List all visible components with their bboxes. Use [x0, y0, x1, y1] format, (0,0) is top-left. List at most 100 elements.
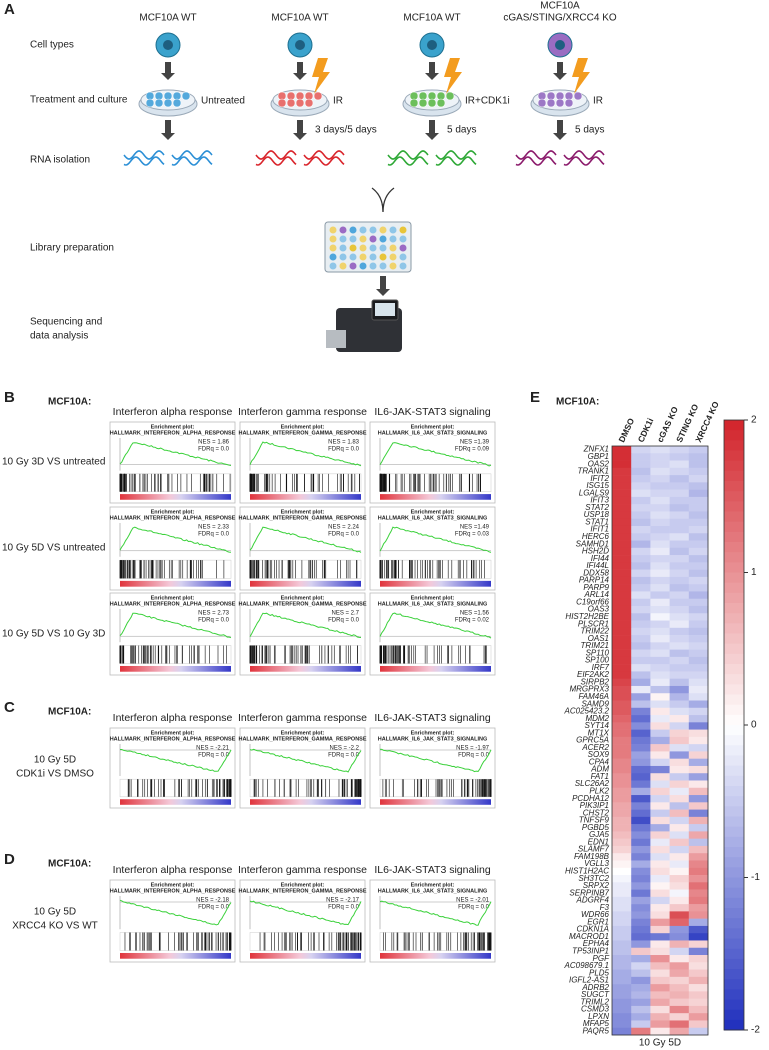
merge-lines	[371, 187, 395, 213]
heatmap-cell	[650, 969, 670, 978]
heatmap-cell	[612, 955, 632, 963]
well	[369, 235, 377, 243]
gene-label: ADRB2	[581, 983, 609, 992]
column-title: IL6-JAK-STAT3 signaling	[374, 864, 490, 876]
colorbar-step	[724, 470, 744, 482]
nes: NES = 1.83	[328, 440, 360, 446]
heatmap-cell	[631, 824, 651, 832]
heatmap-cell	[631, 664, 651, 672]
plot-title: Enrichment plot:	[281, 424, 325, 430]
fdr: FDRq = 0.0	[328, 905, 360, 911]
heatmap-cell	[631, 838, 651, 847]
panel-letter: D	[4, 851, 15, 868]
dish-cell	[163, 98, 173, 108]
nucleus	[427, 40, 437, 50]
heatmap-cell	[669, 962, 690, 970]
lightning	[312, 58, 330, 94]
plot-frame	[239, 421, 366, 504]
colorbar-step	[724, 643, 744, 655]
heatmap-cell	[631, 511, 651, 520]
gene-label: HIST1H2AC	[565, 866, 609, 875]
heatmap-cell	[650, 780, 670, 789]
colorbar-step	[724, 704, 744, 716]
enrichment-curve	[249, 748, 362, 773]
heatmap-cell	[688, 504, 709, 512]
heatmap-cell	[631, 555, 651, 563]
gene-label: SLAMF7	[578, 845, 610, 854]
gene-label: ACER2	[581, 743, 609, 752]
gene-label: PAQR5	[582, 1026, 609, 1035]
well	[339, 235, 347, 243]
gene-label: PLK2	[589, 787, 609, 796]
gene-label: CHST2	[583, 808, 610, 817]
heatmap-cell	[612, 976, 632, 985]
heatmap-cell	[631, 613, 651, 621]
heatmap-cell	[631, 744, 651, 752]
colorbar-step	[724, 572, 744, 584]
well	[399, 253, 407, 261]
well	[379, 226, 387, 234]
heatmap-cell	[669, 882, 690, 890]
heatmap-cell	[612, 482, 632, 490]
heatmap-cell	[631, 482, 651, 490]
colorbar-step	[724, 633, 744, 645]
row-label: 10 Gy 5D	[34, 907, 76, 918]
colorbar-step	[724, 552, 744, 563]
heatmap-cell	[612, 446, 632, 454]
rna-wave	[303, 150, 345, 160]
heatmap-cell	[669, 896, 690, 905]
heatmap-cell	[612, 664, 632, 672]
heatmap-cell	[631, 969, 651, 978]
gene-label: PLD5	[589, 968, 610, 977]
heatmap-cell	[650, 744, 670, 752]
heatmap-cell	[612, 627, 632, 636]
heatmap-cell	[669, 845, 690, 854]
heatmap-cell	[631, 809, 651, 818]
enrichment-curve	[379, 612, 492, 639]
heatmap-cell	[688, 540, 709, 549]
heatmap-cell	[688, 671, 709, 679]
heatmap-cell	[669, 1027, 690, 1036]
nucleus	[163, 40, 173, 50]
heatmap-cell	[631, 896, 651, 905]
heatmap-cell	[650, 555, 670, 563]
colorbar-step	[724, 765, 744, 777]
well	[359, 253, 367, 261]
dish-cell	[537, 98, 547, 108]
heatmap-cell	[669, 911, 690, 919]
heatmap-cell	[650, 511, 670, 520]
colorbar-step	[724, 521, 744, 533]
gene-set: HALLMARK_INTERFERON_GAMMA_RESPONSE	[238, 601, 366, 607]
dish-cell	[154, 98, 164, 108]
rna-wave	[303, 156, 345, 166]
heatmap-cell	[669, 715, 690, 723]
heatmap-cell	[688, 925, 709, 934]
heatmap-cell	[612, 496, 632, 505]
heatmap-cell	[688, 584, 709, 592]
heatmap-cell	[631, 904, 651, 912]
colorbar-step	[724, 887, 744, 899]
heatmap-cell	[669, 780, 690, 789]
rna-wave	[435, 150, 477, 160]
gene-label: TNFSF9	[579, 816, 610, 825]
plot-title: Enrichment plot:	[281, 509, 325, 515]
colorbar-step	[724, 592, 744, 604]
heatmap-cell	[650, 671, 670, 679]
heatmap-cell	[631, 860, 651, 869]
heatmap-cell	[669, 649, 690, 658]
colorbar-step	[724, 745, 744, 756]
colorbar-step	[724, 836, 744, 848]
dish-cell	[436, 98, 446, 108]
heatmap-cell	[631, 460, 651, 469]
well	[349, 244, 357, 252]
gene-label: AC025423.2	[564, 707, 610, 716]
column-title: Interferon alpha response	[113, 406, 233, 418]
heatmap-cell	[669, 824, 690, 832]
heatmap-cell	[631, 1020, 651, 1029]
heatmap-cell	[612, 562, 632, 570]
heatmap-cell	[688, 555, 709, 563]
heatmap-cell	[669, 700, 690, 709]
nucleus	[295, 40, 305, 50]
colorbar-step	[724, 908, 744, 919]
heatmap-cell	[669, 671, 690, 679]
